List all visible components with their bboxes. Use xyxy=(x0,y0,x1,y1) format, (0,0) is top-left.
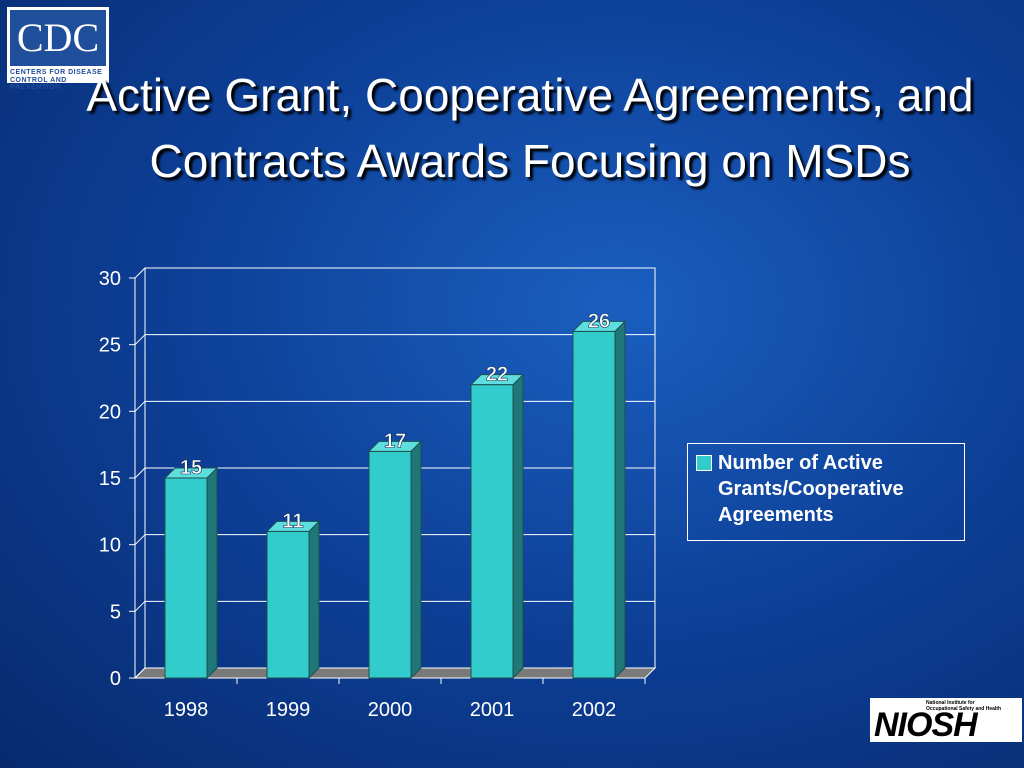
bar-top xyxy=(265,520,321,532)
grid-line xyxy=(134,400,146,412)
data-label: 26 xyxy=(588,310,610,332)
x-tick-label: 2001 xyxy=(470,699,515,721)
grid-line xyxy=(134,600,146,612)
bar-front xyxy=(572,330,616,679)
y-tick-label: 15 xyxy=(99,468,121,490)
y-tick-label: 5 xyxy=(110,601,121,623)
niosh-logo: National Institute for Occupational Safe… xyxy=(870,698,1022,744)
bar-top xyxy=(163,467,219,479)
bar-front xyxy=(368,450,412,679)
data-label: 15 xyxy=(180,457,202,479)
data-label: 22 xyxy=(486,364,508,386)
grid-line xyxy=(134,667,146,679)
bar-front xyxy=(164,477,208,679)
grid-line xyxy=(134,267,146,279)
bar-top xyxy=(469,374,525,386)
chart-title: Active Grant, Cooperative Agreements, an… xyxy=(86,69,974,187)
data-label: 17 xyxy=(384,430,406,452)
bar-front xyxy=(470,384,514,679)
y-tick-label: 20 xyxy=(99,401,121,423)
niosh-name: Occupational Safety and Health xyxy=(926,706,1002,712)
bar-top xyxy=(367,440,423,452)
x-tick-label: 2002 xyxy=(572,699,617,721)
x-tick-label: 1998 xyxy=(164,699,209,721)
bar-side xyxy=(308,520,320,680)
bar-front xyxy=(266,530,310,679)
y-tick-label: 25 xyxy=(99,335,121,357)
cdc-mark: CDC xyxy=(10,10,106,66)
niosh-name: National Institute for xyxy=(926,700,975,706)
grid-line xyxy=(134,467,146,479)
bar-side xyxy=(206,466,218,680)
legend-label: Number of Active Grants/Cooperative Agre… xyxy=(718,452,904,526)
grid-line xyxy=(134,334,146,346)
cdc-name: Control and Prevention xyxy=(10,77,67,91)
legend-swatch xyxy=(696,455,712,471)
legend: Number of Active Grants/Cooperative Agre… xyxy=(687,443,965,541)
bar-side xyxy=(410,440,422,680)
x-tick-label: 1999 xyxy=(266,699,311,721)
bar-side xyxy=(512,373,524,680)
bar-side xyxy=(614,320,626,680)
y-tick-label: 10 xyxy=(99,535,121,557)
niosh-mark: NIOSH xyxy=(874,706,978,744)
data-label: 11 xyxy=(282,510,303,532)
y-tick-label: 0 xyxy=(110,668,121,690)
cdc-name: Centers for Disease xyxy=(10,69,103,76)
grid-line xyxy=(134,534,146,546)
bar-top xyxy=(571,320,627,332)
cdc-logo: CDC Centers for Disease Control and Prev… xyxy=(7,7,109,91)
y-tick-label: 30 xyxy=(99,268,121,290)
x-tick-label: 2000 xyxy=(368,699,413,721)
